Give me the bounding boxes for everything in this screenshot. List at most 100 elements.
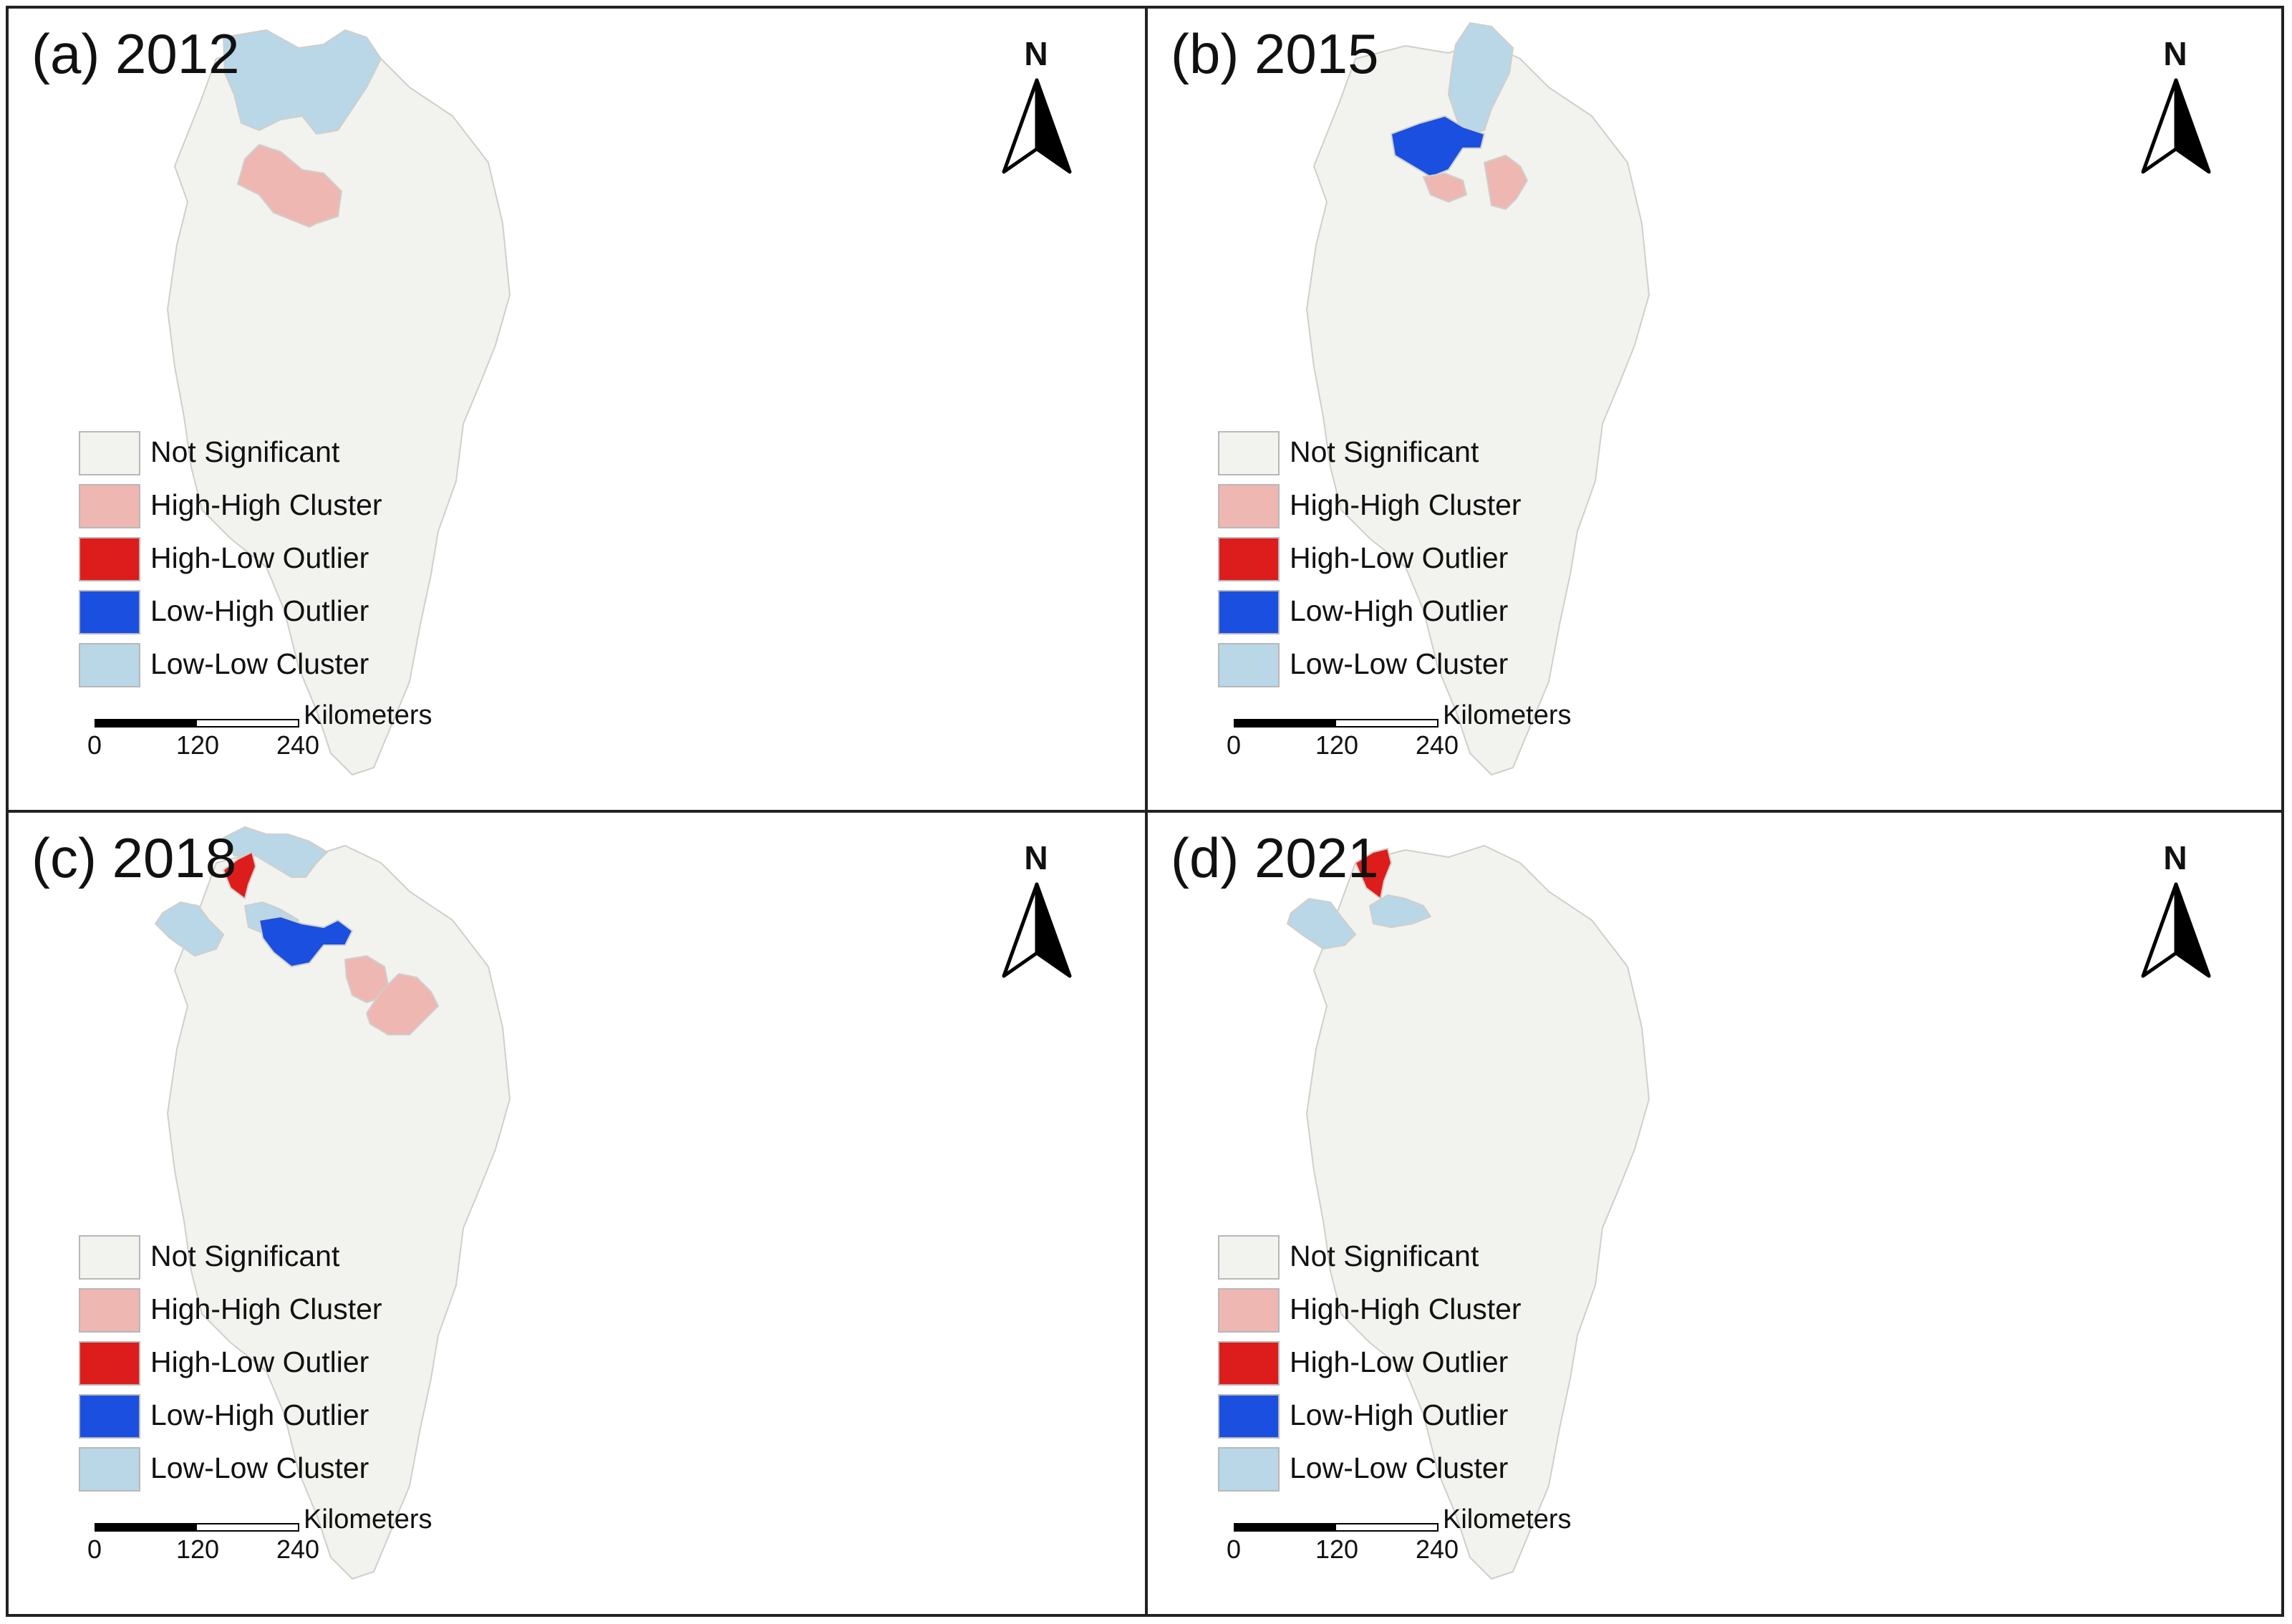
legend-label: High-Low Outlier: [150, 1345, 369, 1378]
north-arrow-icon: [1002, 78, 1072, 174]
panel-title: (c) 2018: [32, 826, 237, 889]
scale-unit: Kilometers: [304, 700, 432, 730]
legend-swatch: [1218, 590, 1280, 634]
legend-swatch: [1218, 643, 1280, 687]
legend-swatch: [79, 1288, 140, 1333]
scale-tick-0: 0: [1227, 730, 1242, 760]
region-base-outline: [1306, 845, 1650, 1580]
map-area: [1287, 845, 1650, 1580]
scale-unit: Kilometers: [304, 1504, 432, 1534]
legend-swatch: [1218, 1341, 1280, 1386]
legend-swatch: [79, 1341, 140, 1386]
north-label: N: [2163, 839, 2187, 876]
legend-label: Low-Low Cluster: [1290, 647, 1509, 680]
legend-swatch: [79, 643, 140, 687]
scale-tick-0: 0: [87, 730, 102, 760]
region-high-high-cluster: [237, 144, 342, 228]
scale-bar: Kilometers 0 120 240: [87, 1504, 460, 1576]
panel-title: (d) 2021: [1171, 826, 1379, 889]
region-high-high-cluster: [1423, 173, 1467, 203]
legend-label: High-Low Outlier: [150, 541, 369, 574]
scale-tick-120: 120: [1315, 730, 1359, 760]
scale-bar-graphic: [95, 719, 299, 728]
scale-unit: Kilometers: [1443, 700, 1572, 730]
region-high-low-outlier: [1355, 848, 1392, 899]
legend-label: Not Significant: [150, 435, 340, 468]
scale-tick-0: 0: [1227, 1534, 1242, 1564]
legend-swatch: [1218, 537, 1280, 581]
panel-divider-horizontal: [6, 810, 2284, 813]
region-low-low-cluster: [223, 826, 328, 878]
region-low-low-cluster: [223, 29, 382, 135]
north-arrow: N: [2129, 37, 2222, 188]
legend-label: Low-Low Cluster: [150, 1451, 369, 1484]
legend-swatch: [1218, 1447, 1280, 1492]
region-low-low-cluster: [1369, 894, 1431, 928]
scale-bar: Kilometers 0 120 240: [1227, 1504, 1599, 1576]
scale-tick-120: 120: [176, 730, 220, 760]
scale-bar-graphic: [1234, 1523, 1438, 1532]
legend-label: Not Significant: [150, 1239, 340, 1272]
north-arrow: N: [2129, 841, 2222, 992]
region-low-high-outlier: [258, 916, 353, 967]
scale-tick-120: 120: [1315, 1534, 1359, 1564]
legend-swatch: [79, 590, 140, 634]
north-label: N: [2163, 35, 2187, 72]
region-high-high-cluster: [1484, 155, 1528, 210]
legend-label: Low-High Outlier: [1290, 1398, 1509, 1431]
region-high-high-cluster: [366, 973, 439, 1035]
legend-swatch: [1218, 1235, 1280, 1280]
scale-tick-240: 240: [276, 1534, 320, 1564]
panel-a-2012: (a) 2012 N Not Significant High-High Clu…: [9, 9, 1146, 809]
legend-swatch: [1218, 1288, 1280, 1333]
north-arrow-icon: [2141, 882, 2211, 978]
region-low-low-cluster: [1287, 898, 1356, 949]
north-arrow-icon: [2141, 78, 2211, 174]
region-low-high-outlier: [1391, 115, 1485, 178]
legend-label: Low-Low Cluster: [1290, 1451, 1509, 1484]
scale-bar: Kilometers 0 120 240: [87, 700, 460, 772]
panel-title: (b) 2015: [1171, 22, 1379, 85]
legend-swatch: [79, 431, 140, 475]
legend-swatch: [1218, 1394, 1280, 1439]
scale-tick-240: 240: [276, 730, 320, 760]
scale-bar: Kilometers 0 120 240: [1227, 700, 1599, 772]
legend-label: High-High Cluster: [1290, 488, 1522, 521]
north-arrow: N: [990, 841, 1083, 992]
north-arrow-icon: [1002, 882, 1072, 978]
north-label: N: [1024, 839, 1048, 876]
scale-unit: Kilometers: [1443, 1504, 1572, 1534]
map-area: [167, 29, 511, 775]
legend-swatch: [79, 1235, 140, 1280]
legend-label: High-High Cluster: [1290, 1292, 1522, 1325]
region-base-outline: [167, 41, 511, 775]
legend-swatch: [1218, 431, 1280, 475]
region-base-outline: [167, 845, 511, 1580]
legend-swatch: [79, 537, 140, 581]
legend-label: Low-High Outlier: [1290, 594, 1509, 627]
scale-bar-graphic: [1234, 719, 1438, 728]
legend-swatch: [1218, 484, 1280, 528]
region-base-outline: [1306, 41, 1650, 775]
panel-d-2021: (d) 2021 N Not Significant High-High Clu…: [1148, 813, 2285, 1613]
legend-swatch: [79, 484, 140, 528]
region-high-low-outlier: [223, 851, 256, 899]
scale-tick-240: 240: [1416, 730, 1459, 760]
scale-tick-0: 0: [87, 1534, 102, 1564]
legend-label: Not Significant: [1290, 1239, 1479, 1272]
legend-label: Low-High Outlier: [150, 594, 369, 627]
legend-label: Low-Low Cluster: [150, 647, 369, 680]
north-arrow: N: [990, 37, 1083, 188]
legend-label: High-Low Outlier: [1290, 541, 1509, 574]
legend-label: Low-High Outlier: [150, 1398, 369, 1431]
legend-swatch: [79, 1394, 140, 1439]
region-low-low-cluster: [1448, 22, 1514, 135]
region-low-low-cluster: [155, 902, 224, 957]
map-area: [155, 826, 511, 1580]
legend-label: High-High Cluster: [150, 488, 382, 521]
panel-title: (a) 2012: [32, 22, 240, 85]
legend-swatch: [79, 1447, 140, 1492]
legend-label: Not Significant: [1290, 435, 1479, 468]
scale-tick-240: 240: [1416, 1534, 1459, 1564]
legend-label: High-High Cluster: [150, 1292, 382, 1325]
